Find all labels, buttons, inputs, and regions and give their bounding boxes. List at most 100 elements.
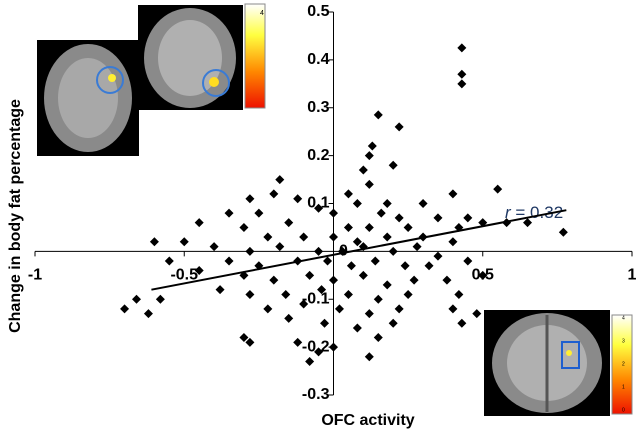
point (269, 189, 279, 199)
colorbar-label: 4 (260, 10, 264, 17)
point (558, 227, 568, 237)
point (394, 213, 404, 223)
point (463, 256, 473, 266)
point (346, 261, 356, 271)
point (263, 232, 273, 242)
point (284, 218, 294, 228)
point (358, 165, 368, 175)
point (275, 175, 285, 185)
point (263, 304, 273, 314)
point (254, 208, 264, 218)
point (364, 151, 374, 161)
annotation-symbol: r (505, 203, 512, 222)
point (382, 280, 392, 290)
point (314, 203, 324, 213)
colorbar-label: 0 (622, 407, 625, 413)
point (269, 275, 279, 285)
point (239, 333, 249, 343)
point (352, 237, 362, 247)
point (400, 261, 410, 271)
point (284, 313, 294, 323)
x-axis-label: OFC activity (321, 412, 414, 429)
point (293, 194, 303, 204)
point (373, 294, 383, 304)
point (329, 232, 338, 242)
point (457, 69, 467, 79)
colorbar-label: 2 (622, 361, 625, 367)
colorbar-label: 3 (622, 338, 625, 344)
point (343, 289, 353, 299)
point (305, 356, 315, 366)
point (409, 275, 419, 285)
point (352, 323, 362, 333)
point (382, 199, 392, 208)
point (376, 208, 386, 218)
point (364, 222, 374, 232)
brain-images (37, 3, 633, 416)
point (364, 309, 374, 319)
point (352, 199, 362, 208)
y-tick-label: -0.1 (302, 290, 330, 307)
point (364, 179, 374, 189)
point (394, 122, 404, 132)
point (370, 256, 380, 266)
point (343, 222, 353, 232)
point (364, 352, 374, 362)
y-axis-label: Change in body fat percentage (7, 99, 24, 333)
point (320, 318, 330, 328)
y-tick-label: -0.3 (302, 386, 330, 403)
point (448, 189, 458, 199)
point (388, 318, 398, 328)
point (194, 266, 204, 276)
point (299, 299, 309, 309)
point (329, 208, 338, 218)
point (382, 232, 392, 242)
point (120, 304, 130, 314)
y-tick-label: 0.3 (307, 99, 329, 116)
point (367, 141, 377, 151)
x-tick-label: -1 (28, 267, 42, 284)
point (343, 189, 353, 199)
point (131, 294, 141, 304)
point (448, 237, 458, 247)
x-tick-label: -0.5 (170, 267, 198, 284)
y-tick-label: 0.5 (307, 3, 329, 20)
point (394, 304, 404, 314)
point (275, 242, 285, 252)
point (457, 43, 467, 53)
point (442, 275, 452, 285)
point (164, 256, 174, 266)
point (293, 337, 303, 347)
point (239, 222, 249, 232)
point (149, 237, 159, 247)
point (281, 289, 291, 299)
point (245, 194, 255, 204)
colorbar-label: 1 (622, 384, 625, 390)
point (323, 256, 333, 266)
point (454, 289, 464, 299)
point (373, 333, 383, 343)
point (472, 309, 482, 319)
colorbar-label: 4 (622, 315, 625, 321)
point (305, 270, 315, 280)
point (493, 184, 503, 194)
point (463, 213, 473, 223)
point (215, 285, 225, 295)
point (448, 304, 458, 314)
point (299, 232, 309, 242)
point (209, 242, 219, 252)
y-tick-label: 0.1 (307, 195, 329, 212)
point (317, 285, 327, 295)
point (245, 337, 255, 347)
point (478, 270, 488, 280)
point (523, 218, 533, 228)
colorbar-labels: 4 3 2 1 0 (622, 315, 625, 413)
point (424, 261, 434, 271)
point (412, 242, 422, 252)
point (245, 289, 255, 299)
point (373, 110, 383, 120)
y-tick-label: -0.2 (302, 338, 330, 355)
point (179, 237, 189, 247)
point (388, 246, 398, 256)
